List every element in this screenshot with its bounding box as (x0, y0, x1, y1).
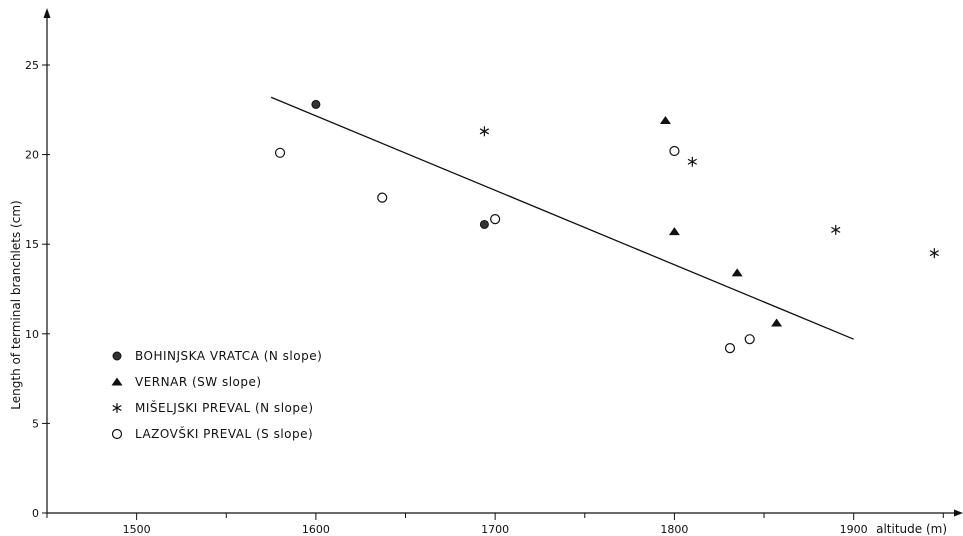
x-tick-label: 1800 (660, 523, 688, 536)
trend-line (270, 96, 854, 340)
data-point (731, 268, 743, 277)
x-tick-label: 1900 (840, 523, 868, 536)
asterisk-stroke (112, 404, 122, 412)
legend: BOHINJSKA VRATCA (N slope) VERNAR (SW slo… (111, 349, 322, 441)
legend-entry: BOHINJSKA VRATCA (N slope) (135, 349, 322, 363)
data-point (724, 343, 736, 354)
y-tick-label: 20 (25, 149, 39, 162)
y-tick-label: 15 (25, 238, 39, 251)
asterisk-stroke (687, 158, 697, 165)
data-point (490, 214, 501, 225)
asterisk-stroke (929, 250, 939, 257)
data-point (377, 192, 388, 203)
data-point (479, 219, 489, 229)
data-point (659, 116, 671, 125)
data-point (669, 145, 680, 157)
y-tick-label: 0 (32, 507, 39, 520)
y-axis-label: Length of terminal branchlets (cm) (9, 200, 23, 409)
x-axis-arrow (954, 509, 963, 517)
legend-marker (112, 351, 122, 361)
data-point (929, 248, 939, 259)
x-tick-label: 1500 (123, 523, 151, 536)
legend-marker (111, 377, 123, 386)
y-tick-label: 5 (32, 417, 39, 430)
axes (43, 8, 963, 517)
y-tick-label: 25 (25, 59, 39, 72)
legend-entry: LAZOVŠKI PREVAL (S slope) (135, 426, 313, 441)
data-point (274, 147, 286, 158)
x-tick-label: 1600 (302, 523, 330, 536)
x-ticks: 1500 1600 1700 1800 1900 (46, 513, 944, 536)
asterisk-stroke (479, 128, 490, 135)
legend-entry: VERNAR (SW slope) (135, 375, 262, 389)
data-point (668, 227, 680, 236)
y-tick-label: 10 (25, 328, 39, 341)
x-axis-label: altitude (m) (876, 522, 947, 536)
data-point (831, 224, 841, 235)
asterisk-stroke (831, 226, 841, 233)
x-tick-label: 1700 (481, 523, 509, 536)
data-point (744, 334, 755, 345)
data-point (479, 126, 490, 137)
data-point (311, 99, 321, 109)
y-ticks: 0 5 10 15 20 25 (25, 59, 50, 520)
data-point (771, 318, 783, 327)
y-axis-arrow (43, 8, 51, 18)
legend-marker (111, 428, 123, 440)
data-points (274, 99, 939, 354)
data-point (687, 156, 697, 167)
legend-marker (112, 403, 122, 413)
legend-entry: MIŠELJSKI PREVAL (N slope) (135, 400, 314, 415)
